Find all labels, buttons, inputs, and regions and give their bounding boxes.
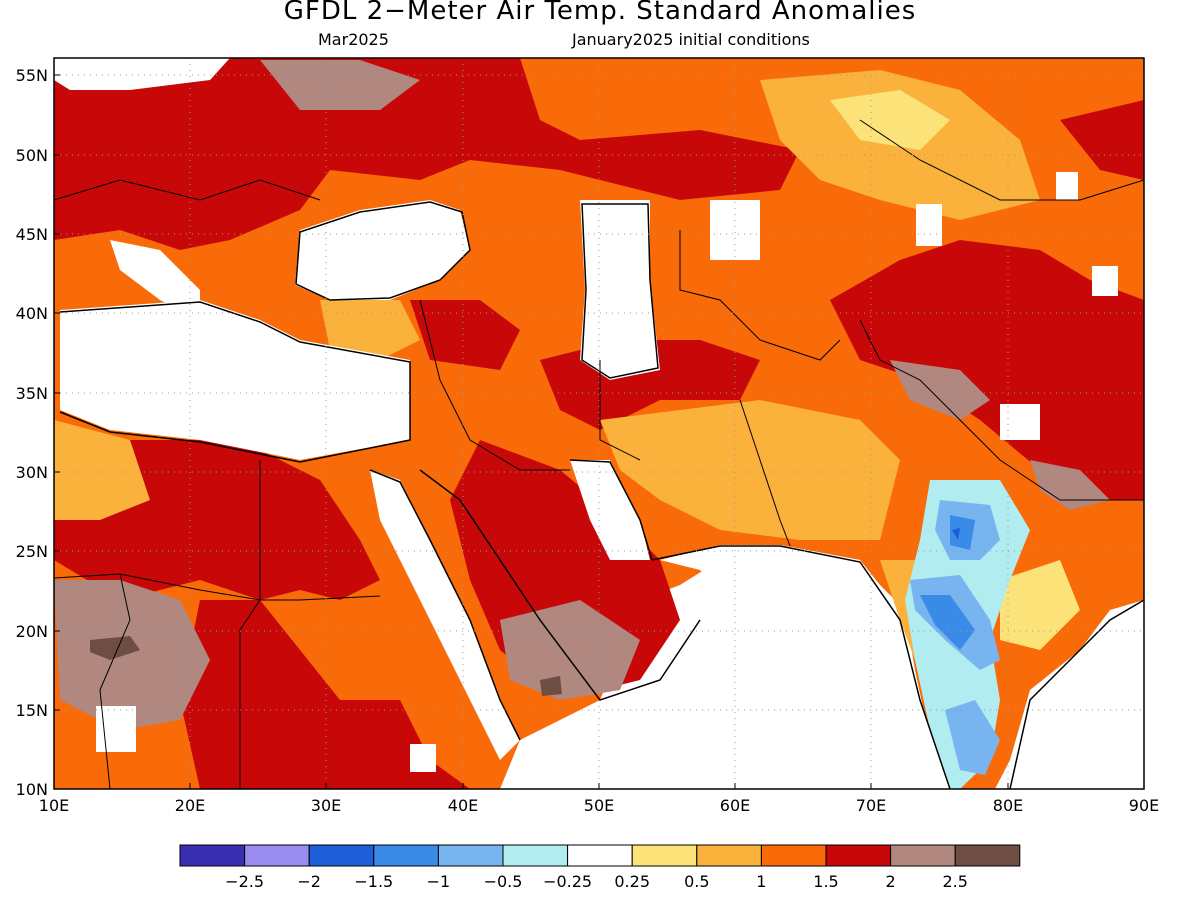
chart-title: GFDL 2−Meter Air Temp. Standard Anomalie…: [283, 0, 917, 26]
lat-label: 15N: [15, 701, 48, 720]
lat-label: 30N: [15, 463, 48, 482]
lon-label: 40E: [447, 796, 479, 815]
borders: [53, 119, 1145, 790]
colorbar-swatch: [308, 844, 375, 867]
forecast-month: Mar2025: [318, 30, 389, 49]
colorbar: [179, 844, 1021, 867]
colorbar-tick-label: −2.5: [225, 872, 265, 891]
colorbar-tick-label: −0.25: [543, 872, 593, 891]
lat-label: 10N: [15, 780, 48, 799]
lon-label: 10E: [38, 796, 70, 815]
colorbar-swatch: [696, 844, 762, 867]
colorbar-swatch: [373, 844, 439, 867]
lon-label: 80E: [992, 796, 1024, 815]
initial-conditions: January2025 initial conditions: [572, 30, 810, 49]
lon-label: 90E: [1128, 796, 1160, 815]
coastlines: [59, 201, 1145, 790]
colorbar-swatch: [890, 844, 956, 867]
colorbar-tick-label: 0.25: [614, 872, 650, 891]
colorbar-tick-label: 1.5: [813, 872, 839, 891]
colorbar-tick-label: −2: [297, 872, 321, 891]
colorbar-tick-label: 0.5: [684, 872, 710, 891]
lat-label: 55N: [15, 66, 48, 85]
colorbar-tick-label: −1.5: [354, 872, 394, 891]
lat-label: 45N: [15, 225, 48, 244]
lat-label: 40N: [15, 304, 48, 323]
colorbar-swatch: [825, 844, 892, 867]
colorbar-tick-label: 2: [885, 872, 896, 891]
colorbar-tick-label: −0.5: [483, 872, 523, 891]
lon-label: 60E: [719, 796, 751, 815]
tick-marks: [54, 74, 1009, 789]
lat-label: 20N: [15, 622, 48, 641]
colorbar-swatch: [760, 844, 827, 867]
lon-label: 50E: [583, 796, 615, 815]
lon-label: 20E: [174, 796, 206, 815]
lon-label: 30E: [310, 796, 342, 815]
colorbar-swatch: [244, 844, 310, 867]
colorbar-tick-label: −1: [426, 872, 451, 891]
lat-label: 50N: [15, 146, 48, 165]
colorbar-tick-label: 2.5: [942, 872, 968, 891]
colorbar-swatch: [502, 844, 569, 867]
anomaly-field: [54, 58, 1144, 789]
colorbar-tick-label: 1: [756, 872, 767, 891]
colorbar-swatch: [437, 844, 504, 867]
colorbar-swatch: [567, 844, 633, 867]
colorbar-swatch: [954, 844, 1021, 867]
lat-label: 35N: [15, 384, 48, 403]
colorbar-swatch: [179, 844, 246, 867]
lon-label: 70E: [855, 796, 887, 815]
lat-label: 25N: [15, 542, 48, 561]
colorbar-swatch: [631, 844, 698, 867]
